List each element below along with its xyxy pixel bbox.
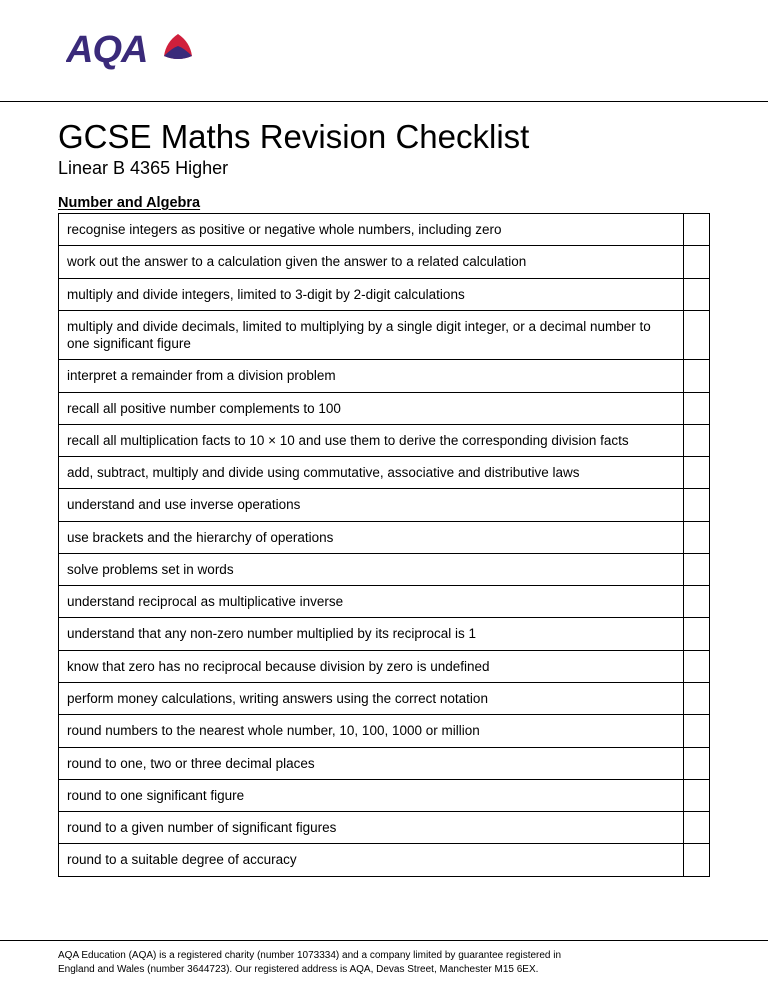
checklist-item-text: add, subtract, multiply and divide using… bbox=[59, 457, 684, 489]
table-row: multiply and divide decimals, limited to… bbox=[59, 310, 710, 360]
checklist-item-text: perform money calculations, writing answ… bbox=[59, 682, 684, 714]
checklist-checkbox[interactable] bbox=[684, 521, 710, 553]
checklist-checkbox[interactable] bbox=[684, 457, 710, 489]
checklist-checkbox[interactable] bbox=[684, 715, 710, 747]
checklist-checkbox[interactable] bbox=[684, 844, 710, 876]
checklist-item-text: work out the answer to a calculation giv… bbox=[59, 246, 684, 278]
footer-line-2: England and Wales (number 3644723). Our … bbox=[58, 964, 538, 975]
page-subtitle: Linear B 4365 Higher bbox=[58, 158, 710, 179]
footer-line-1: AQA Education (AQA) is a registered char… bbox=[58, 950, 561, 961]
table-row: round to one significant figure bbox=[59, 779, 710, 811]
checklist-checkbox[interactable] bbox=[684, 682, 710, 714]
checklist-checkbox[interactable] bbox=[684, 489, 710, 521]
checklist-item-text: round numbers to the nearest whole numbe… bbox=[59, 715, 684, 747]
table-row: use brackets and the hierarchy of operat… bbox=[59, 521, 710, 553]
checklist-item-text: understand reciprocal as multiplicative … bbox=[59, 586, 684, 618]
checklist-checkbox[interactable] bbox=[684, 392, 710, 424]
checklist-checkbox[interactable] bbox=[684, 586, 710, 618]
checklist-item-text: understand that any non-zero number mult… bbox=[59, 618, 684, 650]
checklist-item-text: solve problems set in words bbox=[59, 553, 684, 585]
checklist-checkbox[interactable] bbox=[684, 747, 710, 779]
checklist-checkbox[interactable] bbox=[684, 310, 710, 360]
table-row: multiply and divide integers, limited to… bbox=[59, 278, 710, 310]
table-row: round to a given number of significant f… bbox=[59, 812, 710, 844]
checklist-item-text: multiply and divide integers, limited to… bbox=[59, 278, 684, 310]
checklist-checkbox[interactable] bbox=[684, 360, 710, 392]
aqa-logo: AQA bbox=[66, 28, 710, 75]
table-row: recall all multiplication facts to 10 × … bbox=[59, 424, 710, 456]
checklist-table: recognise integers as positive or negati… bbox=[58, 213, 710, 877]
svg-text:AQA: AQA bbox=[66, 29, 147, 70]
checklist-item-text: round to one, two or three decimal place… bbox=[59, 747, 684, 779]
checklist-checkbox[interactable] bbox=[684, 618, 710, 650]
table-row: add, subtract, multiply and divide using… bbox=[59, 457, 710, 489]
table-row: recall all positive number complements t… bbox=[59, 392, 710, 424]
table-row: perform money calculations, writing answ… bbox=[59, 682, 710, 714]
checklist-checkbox[interactable] bbox=[684, 424, 710, 456]
checklist-item-text: interpret a remainder from a division pr… bbox=[59, 360, 684, 392]
table-row: round to a suitable degree of accuracy bbox=[59, 844, 710, 876]
section-heading: Number and Algebra bbox=[58, 195, 710, 211]
table-row: recognise integers as positive or negati… bbox=[59, 214, 710, 246]
checklist-item-text: round to a suitable degree of accuracy bbox=[59, 844, 684, 876]
footer-text: AQA Education (AQA) is a registered char… bbox=[58, 949, 710, 976]
table-row: work out the answer to a calculation giv… bbox=[59, 246, 710, 278]
header-divider bbox=[0, 101, 768, 102]
checklist-checkbox[interactable] bbox=[684, 812, 710, 844]
checklist-checkbox[interactable] bbox=[684, 553, 710, 585]
table-row: round to one, two or three decimal place… bbox=[59, 747, 710, 779]
checklist-item-text: recall all multiplication facts to 10 × … bbox=[59, 424, 684, 456]
table-row: understand reciprocal as multiplicative … bbox=[59, 586, 710, 618]
table-row: understand that any non-zero number mult… bbox=[59, 618, 710, 650]
table-row: interpret a remainder from a division pr… bbox=[59, 360, 710, 392]
checklist-checkbox[interactable] bbox=[684, 278, 710, 310]
checklist-checkbox[interactable] bbox=[684, 779, 710, 811]
table-row: solve problems set in words bbox=[59, 553, 710, 585]
table-row: understand and use inverse operations bbox=[59, 489, 710, 521]
checklist-item-text: know that zero has no reciprocal because… bbox=[59, 650, 684, 682]
footer-divider bbox=[0, 940, 768, 941]
checklist-item-text: use brackets and the hierarchy of operat… bbox=[59, 521, 684, 553]
checklist-item-text: multiply and divide decimals, limited to… bbox=[59, 310, 684, 360]
checklist-item-text: recognise integers as positive or negati… bbox=[59, 214, 684, 246]
checklist-item-text: recall all positive number complements t… bbox=[59, 392, 684, 424]
checklist-checkbox[interactable] bbox=[684, 246, 710, 278]
table-row: know that zero has no reciprocal because… bbox=[59, 650, 710, 682]
checklist-checkbox[interactable] bbox=[684, 650, 710, 682]
table-row: round numbers to the nearest whole numbe… bbox=[59, 715, 710, 747]
checklist-item-text: round to one significant figure bbox=[59, 779, 684, 811]
page-title: GCSE Maths Revision Checklist bbox=[58, 118, 710, 156]
checklist-checkbox[interactable] bbox=[684, 214, 710, 246]
checklist-item-text: understand and use inverse operations bbox=[59, 489, 684, 521]
checklist-item-text: round to a given number of significant f… bbox=[59, 812, 684, 844]
